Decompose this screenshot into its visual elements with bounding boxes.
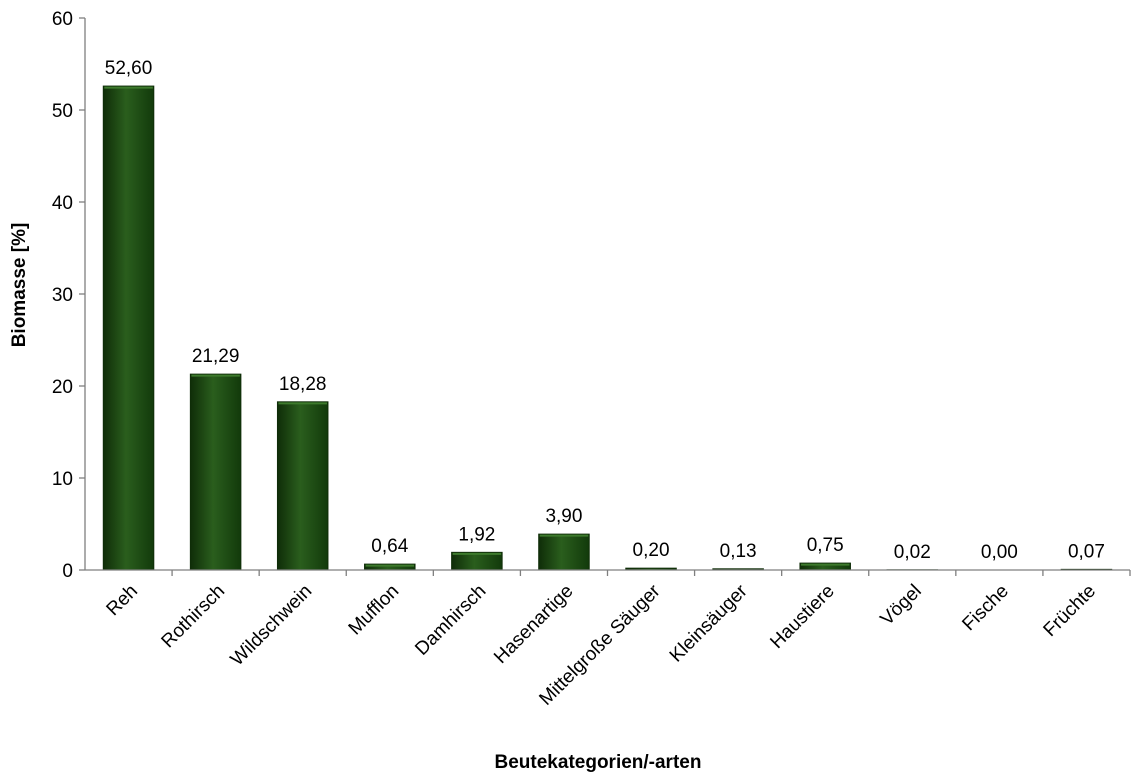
bar (102, 85, 155, 571)
data-label: 52,60 (105, 58, 153, 79)
y-axis-ticks: 0 10 20 30 40 50 60 (52, 9, 85, 582)
y-tick-label: 30 (52, 285, 73, 306)
data-label: 1,92 (458, 524, 495, 545)
data-labels: 52,60 21,29 18,28 0,64 1,92 3,90 0,20 0,13 0,75 0… (105, 58, 1105, 563)
data-label: 0,20 (633, 540, 670, 561)
bar (451, 551, 503, 571)
data-label: 3,90 (545, 506, 582, 527)
x-tick-label: Früchte (1040, 581, 1100, 641)
x-tick-label: Vögel (877, 581, 926, 630)
y-tick-label: 40 (52, 193, 73, 214)
bar (276, 401, 329, 571)
y-tick-label: 60 (52, 9, 73, 30)
bars (102, 85, 1113, 571)
bar (189, 373, 242, 571)
data-label: 0,13 (720, 541, 757, 562)
x-tick-label: Haustiere (766, 581, 838, 653)
y-tick-label: 50 (52, 101, 73, 122)
y-tick-label: 10 (52, 469, 73, 490)
data-label: 0,02 (894, 542, 931, 563)
data-label: 0,00 (981, 542, 1018, 563)
data-label: 21,29 (192, 346, 240, 367)
y-tick-label: 20 (52, 377, 73, 398)
x-tick-label: Fische (958, 581, 1012, 635)
data-label: 0,64 (371, 536, 408, 557)
data-label: 0,07 (1068, 541, 1105, 562)
y-axis-title: Biomasse [%] (9, 223, 30, 348)
data-label: 0,75 (807, 535, 844, 556)
y-tick-label: 0 (62, 561, 73, 582)
x-axis-title: Beutekategorien/-arten (495, 752, 702, 773)
x-tick-label: Mufflon (345, 581, 404, 640)
x-tick-label: Wildschwein (227, 581, 317, 671)
x-tick-label: Kleinsäuger (666, 580, 752, 666)
bar (538, 533, 590, 571)
x-tick-label: Damhirsch (411, 581, 490, 660)
x-tick-label: Reh (103, 581, 142, 620)
x-tick-label: Rothirsch (158, 581, 230, 653)
x-tick-label: Hasenartige (490, 581, 577, 668)
data-label: 18,28 (279, 374, 327, 395)
